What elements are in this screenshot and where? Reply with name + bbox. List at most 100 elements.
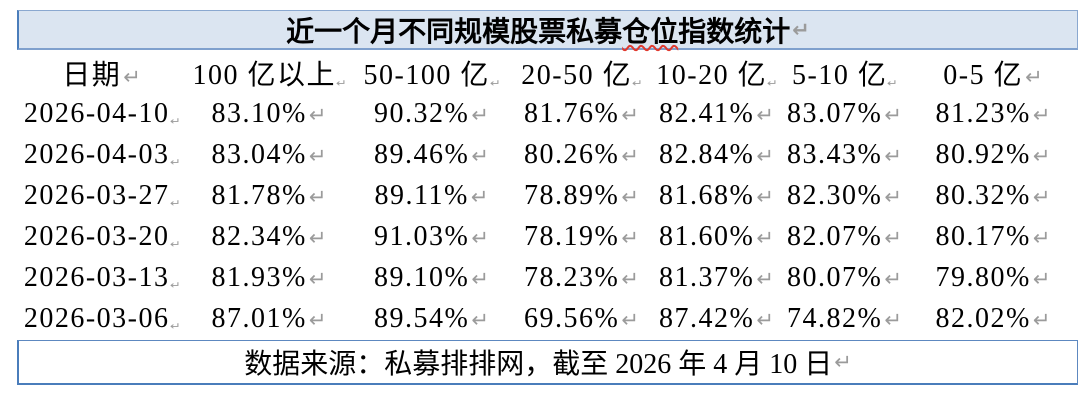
value-cell[interactable]: 82.84%↵ [652, 134, 781, 175]
value-cell[interactable]: 82.30%↵ [781, 175, 908, 216]
end-of-cell-mark: ↵ [884, 307, 902, 332]
value-cell[interactable]: 81.76%↵ [511, 93, 652, 134]
value-cell[interactable]: 82.41%↵ [652, 93, 781, 134]
end-of-cell-mark: ↵ [1032, 225, 1051, 250]
value-cell[interactable]: 69.56%↵ [511, 298, 652, 339]
end-of-cell-mark: ↵ [756, 102, 774, 127]
value-cell[interactable]: 90.32%↵ [352, 93, 511, 134]
value-cell[interactable]: 83.43%↵ [781, 134, 908, 175]
end-of-cell-mark: ↵ [621, 307, 639, 332]
value-cell[interactable]: 91.03%↵ [352, 216, 511, 257]
date-cell[interactable]: 2026-03-27↵ [17, 175, 186, 216]
end-of-cell-mark: ↵ [621, 225, 639, 250]
value-cell[interactable]: 81.37%↵ [652, 257, 781, 298]
end-of-cell-mark: ↵ [1032, 184, 1051, 209]
value-cell[interactable]: 80.92%↵ [908, 134, 1078, 175]
value-cell[interactable]: 78.89%↵ [511, 175, 652, 216]
value-cell[interactable]: 80.07%↵ [781, 257, 908, 298]
cell-text: 10-20 亿 [656, 59, 768, 91]
value-cell[interactable]: 89.46%↵ [352, 134, 511, 175]
end-of-cell-mark: ↵ [621, 143, 639, 168]
cell-text: 81.23% [935, 97, 1031, 129]
end-of-cell-mark: ↵ [169, 196, 181, 209]
end-of-cell-mark: ↵ [884, 184, 902, 209]
cell-text: 80.17% [935, 220, 1031, 252]
end-of-cell-mark: ↵ [1032, 307, 1051, 332]
value-cell[interactable]: 89.10%↵ [352, 257, 511, 298]
value-cell[interactable]: 82.34%↵ [186, 216, 352, 257]
value-cell[interactable]: 79.80%↵ [908, 257, 1078, 298]
end-of-cell-mark: ↵ [756, 307, 774, 332]
cell-text: 82.84% [659, 138, 755, 170]
date-cell[interactable]: 2026-03-20↵ [17, 216, 186, 257]
end-of-cell-mark: ↵ [308, 266, 327, 291]
end-of-cell-mark: ↵ [621, 266, 639, 291]
cell-text: 20-50 亿 [521, 59, 633, 91]
header-cell[interactable]: 5-10 亿↵ [781, 52, 908, 93]
source-note-bar[interactable]: 数据来源：私募排排网，截至 2026 年 4 月 10 日 ↵ [17, 340, 1078, 385]
value-cell[interactable]: 81.60%↵ [652, 216, 781, 257]
title-text-before: 近一个月不同规模股票私募 [286, 16, 623, 48]
value-cell[interactable]: 83.10%↵ [186, 93, 352, 134]
table-row: 2026-04-10↵ 83.10%↵ 90.32%↵ 81.76%↵ 82.41%↵ 8… [17, 93, 1078, 134]
cell-text: 50-100 亿 [363, 59, 490, 91]
cell-text: 81.78% [211, 179, 307, 211]
table-title-bar[interactable]: 近一个月不同规模股票私募仓位指数统计 ↵ [17, 10, 1078, 50]
value-cell[interactable]: 83.07%↵ [781, 93, 908, 134]
cell-text: 2026-03-20 [23, 220, 170, 252]
date-cell[interactable]: 2026-03-06↵ [17, 298, 186, 339]
cell-text: 89.11% [374, 179, 469, 211]
date-cell[interactable]: 2026-04-03↵ [17, 134, 186, 175]
value-cell[interactable]: 89.11%↵ [352, 175, 511, 216]
value-cell[interactable]: 81.23%↵ [908, 93, 1078, 134]
cell-text: 82.02% [935, 302, 1031, 334]
header-cell[interactable]: 50-100 亿↵ [352, 52, 511, 93]
end-of-cell-mark: ↵ [471, 225, 489, 250]
header-cell[interactable]: 20-50 亿↵ [511, 52, 652, 93]
value-cell[interactable]: 82.02%↵ [908, 298, 1078, 339]
cell-text: 91.03% [374, 220, 470, 252]
value-cell[interactable]: 87.42%↵ [652, 298, 781, 339]
source-note-text: 数据来源：私募排排网，截至 2026 年 4 月 10 日 [244, 349, 833, 380]
end-of-cell-mark: ↵ [756, 143, 774, 168]
end-of-cell-mark: ↵ [169, 237, 181, 250]
cell-text: 5-10 亿 [792, 59, 888, 91]
end-of-cell-mark: ↵ [756, 225, 774, 250]
cell-text: 2026-03-06 [23, 302, 170, 334]
end-of-cell-mark: ↵ [884, 266, 902, 291]
document-page: 近一个月不同规模股票私募仓位指数统计 ↵ 日期↵ 100 亿以上↵ 50-100 亿… [17, 10, 1078, 385]
end-of-cell-mark: ↵ [169, 319, 181, 332]
value-cell[interactable]: 78.19%↵ [511, 216, 652, 257]
value-cell[interactable]: 81.78%↵ [186, 175, 352, 216]
cell-text: 80.32% [935, 179, 1031, 211]
header-cell[interactable]: 0-5 亿↵ [908, 52, 1078, 93]
value-cell[interactable]: 89.54%↵ [352, 298, 511, 339]
end-of-cell-mark: ↵ [884, 143, 902, 168]
value-cell[interactable]: 81.93%↵ [186, 257, 352, 298]
cell-text: 81.93% [211, 261, 307, 293]
cell-text: 81.68% [659, 179, 755, 211]
value-cell[interactable]: 78.23%↵ [511, 257, 652, 298]
end-of-cell-mark: ↵ [169, 278, 181, 291]
header-cell[interactable]: 100 亿以上↵ [186, 52, 352, 93]
end-of-cell-mark: ↵ [471, 266, 489, 291]
cell-text: 74.82% [787, 302, 883, 334]
cell-text: 89.10% [374, 261, 470, 293]
value-cell[interactable]: 87.01%↵ [186, 298, 352, 339]
value-cell[interactable]: 74.82%↵ [781, 298, 908, 339]
value-cell[interactable]: 80.26%↵ [511, 134, 652, 175]
value-cell[interactable]: 83.04%↵ [186, 134, 352, 175]
value-cell[interactable]: 81.68%↵ [652, 175, 781, 216]
date-cell[interactable]: 2026-03-13↵ [17, 257, 186, 298]
header-cell[interactable]: 日期↵ [17, 52, 186, 93]
end-of-cell-mark: ↵ [308, 184, 327, 209]
end-of-cell-mark: ↵ [169, 155, 181, 168]
value-cell[interactable]: 80.32%↵ [908, 175, 1078, 216]
date-cell[interactable]: 2026-04-10↵ [17, 93, 186, 134]
header-cell[interactable]: 10-20 亿↵ [652, 52, 781, 93]
cell-text: 78.19% [524, 220, 620, 252]
cell-text: 79.80% [935, 261, 1031, 293]
end-of-cell-mark: ↵ [1025, 64, 1043, 89]
value-cell[interactable]: 82.07%↵ [781, 216, 908, 257]
value-cell[interactable]: 80.17%↵ [908, 216, 1078, 257]
